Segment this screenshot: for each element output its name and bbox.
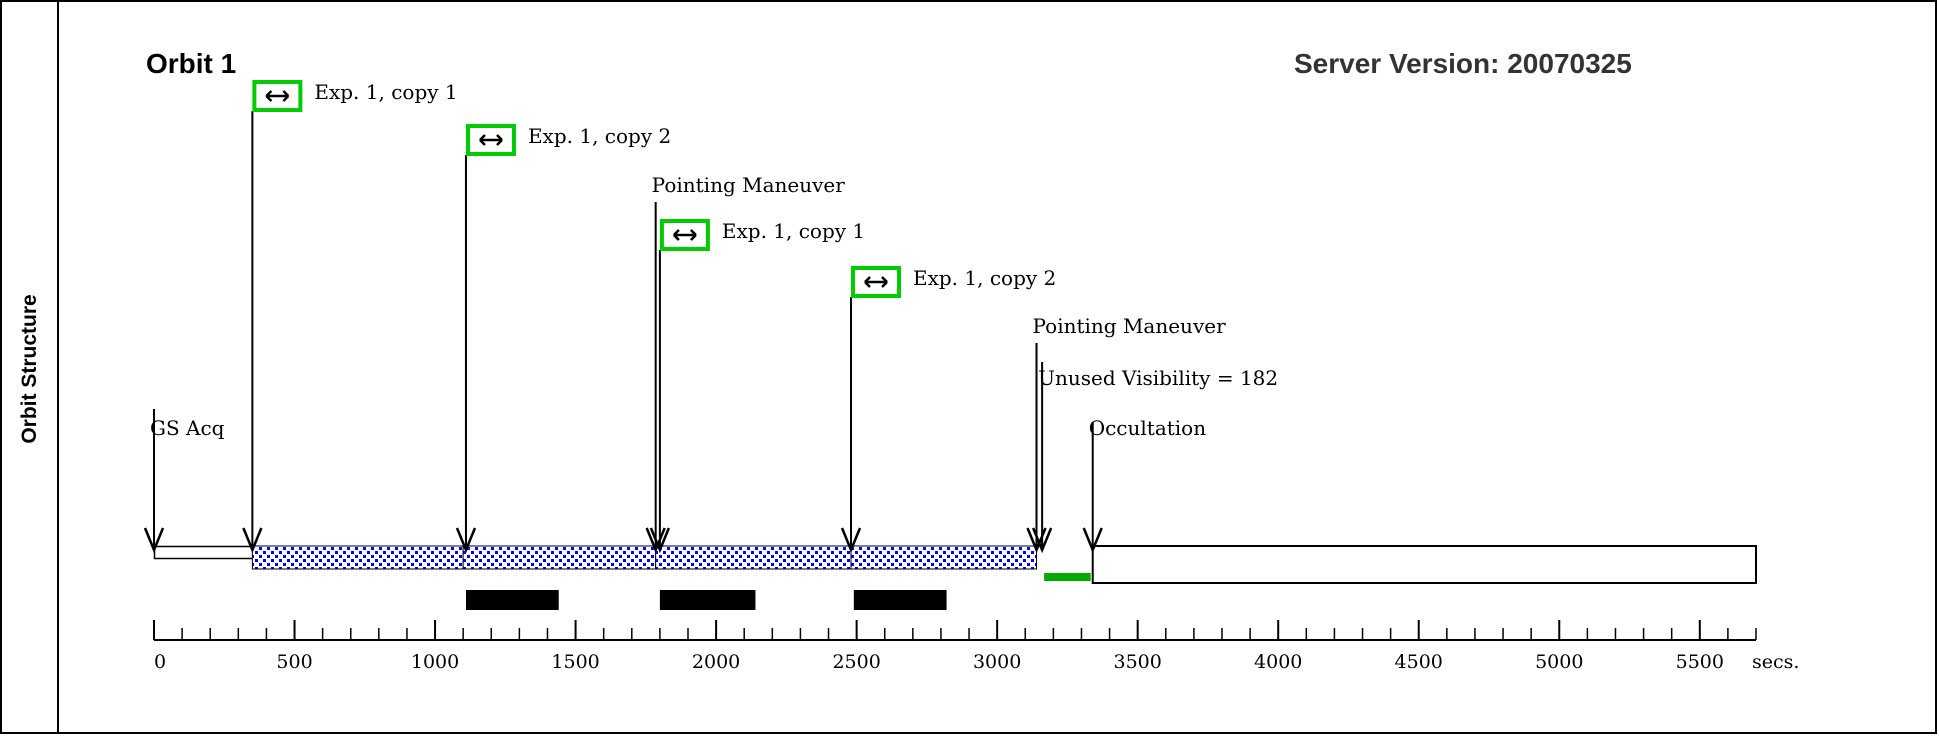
server-version: Server Version: 20070325 bbox=[1294, 48, 1632, 79]
gs-acq-bar bbox=[153, 545, 254, 560]
side-column: Orbit Structure bbox=[2, 2, 59, 732]
tick-label: 0 bbox=[154, 651, 166, 673]
tick-label: 3500 bbox=[1114, 651, 1162, 673]
double-arrow-icon bbox=[479, 134, 503, 146]
event-label: Pointing Maneuver bbox=[1033, 314, 1227, 338]
event-label: Unused Visibility = 182 bbox=[1038, 366, 1278, 390]
event-arrowhead bbox=[840, 527, 862, 554]
exposure-segment bbox=[251, 545, 464, 570]
double-arrow-icon bbox=[673, 229, 697, 241]
exposure-label: Exp. 1, copy 1 bbox=[722, 219, 865, 243]
tick-label: 4500 bbox=[1395, 651, 1443, 673]
data-dump-bar bbox=[853, 590, 947, 610]
event-arrowhead bbox=[1082, 527, 1103, 554]
exposure-label: Exp. 1, copy 2 bbox=[913, 266, 1056, 290]
event-arrowhead bbox=[645, 527, 666, 554]
tick-label: 3000 bbox=[973, 651, 1021, 673]
data-dump-bar bbox=[659, 590, 756, 610]
tick-label: 4000 bbox=[1254, 651, 1302, 673]
event-arrowhead bbox=[649, 527, 671, 554]
tick-label: 1000 bbox=[411, 651, 459, 673]
unused-visibility-bar bbox=[1044, 573, 1091, 581]
tick-label: 2000 bbox=[692, 651, 740, 673]
exposure-label: Exp. 1, copy 1 bbox=[314, 80, 457, 104]
event-label: Pointing Maneuver bbox=[652, 173, 846, 197]
occultation-bar bbox=[1091, 545, 1758, 584]
double-arrow-icon bbox=[265, 90, 290, 102]
data-dump-bar bbox=[465, 590, 559, 610]
tick-label: 5500 bbox=[1676, 651, 1724, 673]
tick-label: 5000 bbox=[1535, 651, 1583, 673]
exposure-segment bbox=[655, 545, 852, 570]
event-label: GS Acq bbox=[150, 416, 225, 440]
event-arrowhead bbox=[1031, 527, 1053, 554]
exposure-segment bbox=[462, 545, 657, 570]
axis-unit-label: secs. bbox=[1752, 651, 1799, 673]
event-arrowhead bbox=[455, 527, 477, 554]
event-arrowhead bbox=[143, 527, 165, 554]
exposure-label: Exp. 1, copy 2 bbox=[528, 124, 671, 148]
exposure-box-icon bbox=[252, 80, 303, 112]
tick-label: 2500 bbox=[832, 651, 880, 673]
orbit-title: Orbit 1 bbox=[146, 48, 237, 79]
tick-label: 1500 bbox=[551, 651, 599, 673]
double-arrow-icon bbox=[864, 276, 888, 288]
event-label: Occultation bbox=[1089, 416, 1207, 440]
tick-label: 500 bbox=[276, 651, 312, 673]
exposure-segment bbox=[850, 545, 1038, 570]
event-arrowhead bbox=[242, 527, 263, 554]
